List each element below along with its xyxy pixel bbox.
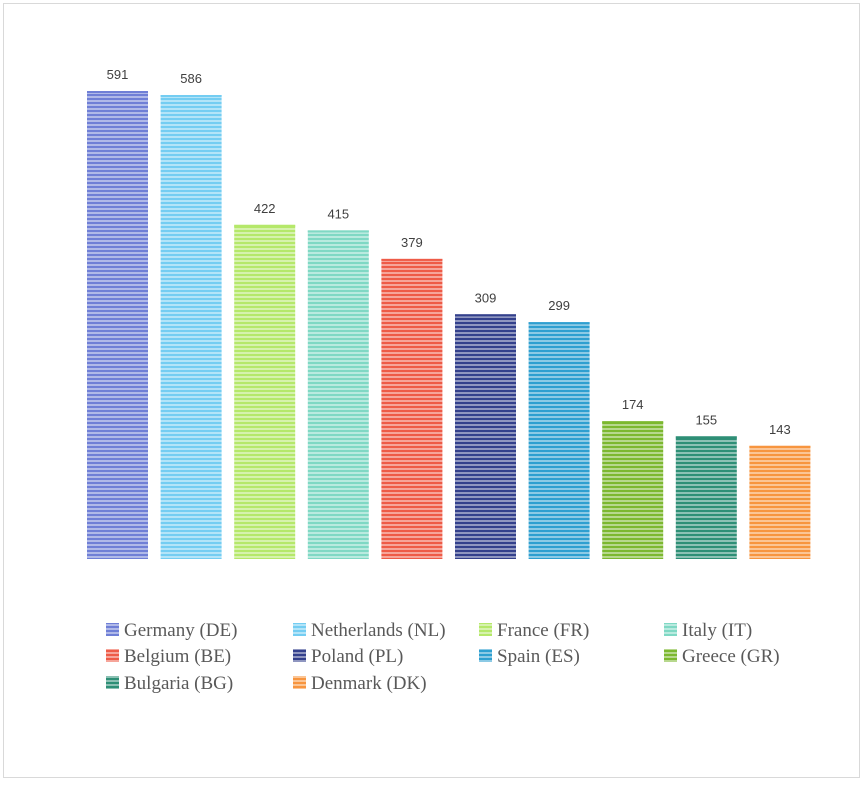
data-label: 422: [254, 201, 276, 216]
legend-swatch: [479, 623, 492, 636]
legend-label: Poland (PL): [311, 646, 403, 667]
legend-swatch: [293, 623, 306, 636]
bars-group: [87, 91, 811, 560]
data-labels-group: 591 586 422 415 379 309 299 174 155 143: [107, 67, 791, 437]
bar-1: [160, 95, 222, 559]
data-label: 415: [327, 206, 349, 221]
bar-6: [528, 322, 590, 559]
bar-8: [675, 436, 737, 559]
legend-label: Netherlands (NL): [311, 620, 446, 641]
data-label: 591: [107, 67, 129, 82]
bar-3: [307, 230, 369, 559]
data-label: 299: [548, 298, 570, 313]
chart-frame: 591 586 422 415 379 309 299 174 155 143 Germany (…: [3, 3, 860, 778]
legend-label: Italy (IT): [682, 620, 752, 641]
legend-label: Belgium (BE): [124, 646, 231, 667]
bar-top-edge: [675, 436, 737, 439]
data-label: 174: [622, 397, 644, 412]
data-label: 309: [475, 290, 497, 305]
legend-label: Greece (GR): [682, 646, 780, 667]
legend-label: Germany (DE): [124, 620, 237, 641]
bar-5: [455, 314, 516, 559]
legend: Germany (DE) Netherlands (NL) France (FR) I…: [106, 620, 780, 694]
legend-swatch: [293, 676, 306, 689]
bar-2: [234, 224, 296, 560]
legend-swatch: [106, 649, 119, 662]
bar-top-edge: [234, 224, 296, 227]
legend-label: France (FR): [497, 620, 589, 641]
legend-swatch: [664, 649, 677, 662]
bar-top-edge: [381, 258, 443, 261]
data-label: 586: [180, 71, 202, 86]
bar-0: [87, 91, 148, 559]
legend-swatch: [106, 623, 119, 636]
legend-label: Bulgaria (BG): [124, 673, 233, 694]
legend-swatch: [479, 649, 492, 662]
bar-7: [602, 421, 664, 559]
legend-label: Denmark (DK): [311, 673, 427, 694]
data-label: 155: [695, 412, 717, 427]
bar-top-edge: [602, 421, 664, 424]
bar-9: [749, 445, 811, 559]
data-label: 143: [769, 422, 791, 437]
legend-swatch: [106, 676, 119, 689]
bar-top-edge: [160, 95, 222, 97]
bar-4: [381, 258, 443, 559]
bar-top-edge: [528, 322, 590, 325]
bar-top-edge: [87, 91, 148, 93]
data-label: 379: [401, 235, 423, 250]
bar-top-edge: [307, 230, 369, 233]
legend-swatch: [664, 623, 677, 636]
bar-chart: 591 586 422 415 379 309 299 174 155 143 Germany (…: [87, 67, 811, 694]
legend-swatch: [293, 649, 306, 662]
bar-top-edge: [455, 314, 516, 317]
bar-top-edge: [749, 445, 811, 448]
legend-label: Spain (ES): [497, 646, 580, 667]
